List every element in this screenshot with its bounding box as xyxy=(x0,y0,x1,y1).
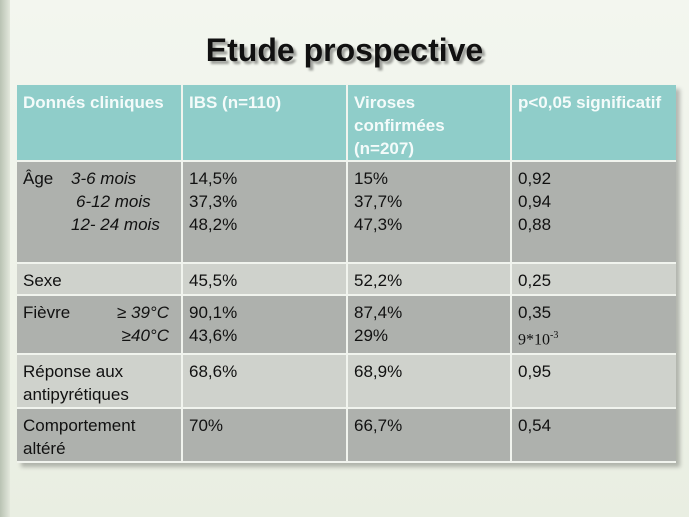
age-p-2: 0,94 xyxy=(518,192,552,211)
age-p-cell: 0,92 0,94 0,88 xyxy=(511,161,676,264)
reponse-viroses: 68,9% xyxy=(347,354,512,409)
results-table: Donnés cliniques IBS (n=110) Viroses con… xyxy=(17,85,676,463)
age-ibs-cell: 14,5% 37,3% 48,2% xyxy=(182,161,348,264)
table-row-comportement: Comportement altéré 70% 66,7% 0,54 xyxy=(17,408,676,463)
reponse-label: Réponse aux antipyrétiques xyxy=(17,354,183,409)
age-label-cell: Âge 3-6 mois 6-12 mois 12- 24 mois xyxy=(17,161,183,264)
fievre-ibs-2: 43,6% xyxy=(189,326,238,345)
age-group-1: 3-6 mois xyxy=(71,169,137,188)
age-ibs-2: 37,3% xyxy=(189,192,238,211)
fievre-p-2: 9*10-3 xyxy=(518,324,670,351)
slide-left-edge xyxy=(0,0,10,517)
header-donnes-cliniques: Donnés cliniques xyxy=(17,85,183,162)
fievre-p-2-base: 9*10 xyxy=(518,331,550,349)
sexe-label: Sexe xyxy=(17,263,183,296)
age-viroses-1: 15% xyxy=(354,169,389,188)
age-p-1: 0,92 xyxy=(518,169,552,188)
table-row-age: Âge 3-6 mois 6-12 mois 12- 24 mois 14,5%… xyxy=(17,161,676,264)
fievre-viroses-2: 29% xyxy=(354,326,389,345)
age-ibs-1: 14,5% xyxy=(189,169,238,188)
header-p-value: p<0,05 significatif xyxy=(511,85,676,162)
slide-title: Etude prospective xyxy=(205,32,484,68)
fievre-p-2-exponent: -3 xyxy=(550,330,559,341)
fievre-label-cell: Fièvre ≥ 39°C ≥40°C xyxy=(17,295,183,355)
fievre-p-1: 0,35 xyxy=(518,303,552,322)
fievre-ibs-1: 90,1% xyxy=(189,303,238,322)
age-viroses-3: 47,3% xyxy=(354,215,403,234)
header-viroses: Viroses confirmées (n=207) xyxy=(347,85,512,162)
table-header-row: Donnés cliniques IBS (n=110) Viroses con… xyxy=(17,85,676,162)
age-viroses-cell: 15% 37,7% 47,3% xyxy=(347,161,512,264)
fievre-viroses-1: 87,4% xyxy=(354,303,403,322)
age-group-2: 6-12 mois xyxy=(76,192,151,211)
fievre-threshold-2: ≥40°C xyxy=(121,326,169,345)
table-row-reponse: Réponse aux antipyrétiques 68,6% 68,9% 0… xyxy=(17,354,676,409)
fievre-p-cell: 0,35 9*10-3 xyxy=(511,295,676,355)
header-ibs: IBS (n=110) xyxy=(182,85,348,162)
comportement-p: 0,54 xyxy=(511,408,676,463)
fievre-viroses-cell: 87,4% 29% xyxy=(347,295,512,355)
fievre-ibs-cell: 90,1% 43,6% xyxy=(182,295,348,355)
age-group-3: 12- 24 mois xyxy=(71,215,160,234)
age-label: Âge xyxy=(23,169,54,188)
age-ibs-3: 48,2% xyxy=(189,215,238,234)
table-row-sexe: Sexe 45,5% 52,2% 0,25 xyxy=(17,263,676,296)
sexe-viroses: 52,2% xyxy=(347,263,512,296)
comportement-ibs: 70% xyxy=(182,408,348,463)
fievre-threshold-1: ≥ 39°C xyxy=(116,303,169,322)
reponse-ibs: 68,6% xyxy=(182,354,348,409)
sexe-p: 0,25 xyxy=(511,263,676,296)
comportement-label: Comportement altéré xyxy=(17,408,183,463)
fievre-label: Fièvre xyxy=(23,303,71,322)
table-row-fievre: Fièvre ≥ 39°C ≥40°C 90,1% 43,6% 87,4% 29… xyxy=(17,295,676,355)
age-p-3: 0,88 xyxy=(518,215,552,234)
sexe-ibs: 45,5% xyxy=(182,263,348,296)
age-viroses-2: 37,7% xyxy=(354,192,403,211)
comportement-viroses: 66,7% xyxy=(347,408,512,463)
reponse-p: 0,95 xyxy=(511,354,676,409)
